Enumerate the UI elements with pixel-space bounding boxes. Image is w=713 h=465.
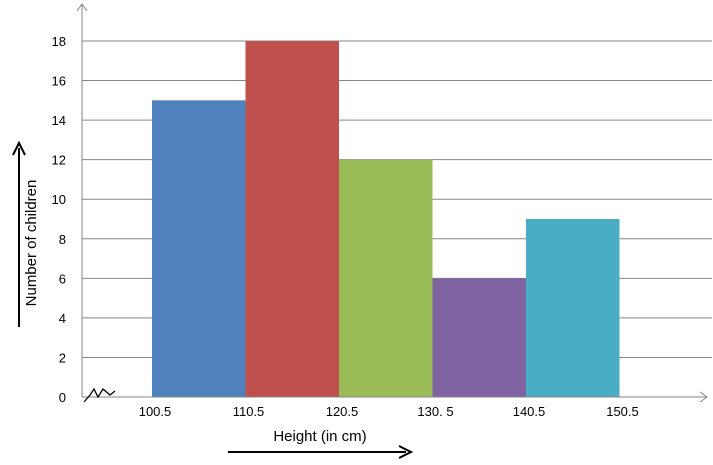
x-tick-label-4: 140.5 [513, 404, 546, 419]
bars-group [152, 41, 620, 397]
bar-140.5-150.5 [526, 219, 620, 397]
y-tick-label-6: 6 [59, 271, 66, 286]
y-axis-title: Number of children [23, 180, 40, 307]
x-tick-label-2: 120.5 [326, 404, 359, 419]
y-axis-arrow-indicator [12, 140, 26, 327]
x-tick-label-5: 150.5 [606, 404, 639, 419]
x-tick-label-3: 130. 5 [417, 404, 453, 419]
y-tick-label-4: 4 [59, 311, 66, 326]
y-tick-label-16: 16 [52, 74, 66, 89]
x-axis-title: Height (in cm) [273, 428, 366, 445]
bar-100.5-110.5 [152, 100, 246, 397]
y-tick-label-18: 18 [52, 34, 66, 49]
y-tick-label-12: 12 [52, 153, 66, 168]
axes [76, 3, 708, 403]
y-tick-label-8: 8 [59, 232, 66, 247]
y-tick-label-0: 0 [59, 390, 66, 405]
y-tick-label-14: 14 [52, 113, 66, 128]
axis-break-kink [83, 387, 116, 403]
y-tick-labels: 0 2 4 6 8 10 12 14 16 18 [52, 34, 66, 405]
x-tick-label-1: 110.5 [233, 404, 265, 419]
y-tick-label-10: 10 [52, 192, 66, 207]
x-tick-label-0: 100.5 [139, 404, 172, 419]
bar-130.5-140.5 [432, 278, 526, 397]
y-tick-label-2: 2 [59, 350, 66, 365]
x-axis-arrow-indicator [228, 445, 414, 459]
bar-120.5-130.5 [339, 159, 433, 397]
y-axis-arrowhead [76, 3, 88, 12]
x-axis-arrowhead [699, 391, 708, 403]
x-tick-labels: 100.5 110.5 120.5 130. 5 140.5 150.5 [139, 404, 639, 419]
bar-110.5-120.5 [245, 41, 339, 397]
